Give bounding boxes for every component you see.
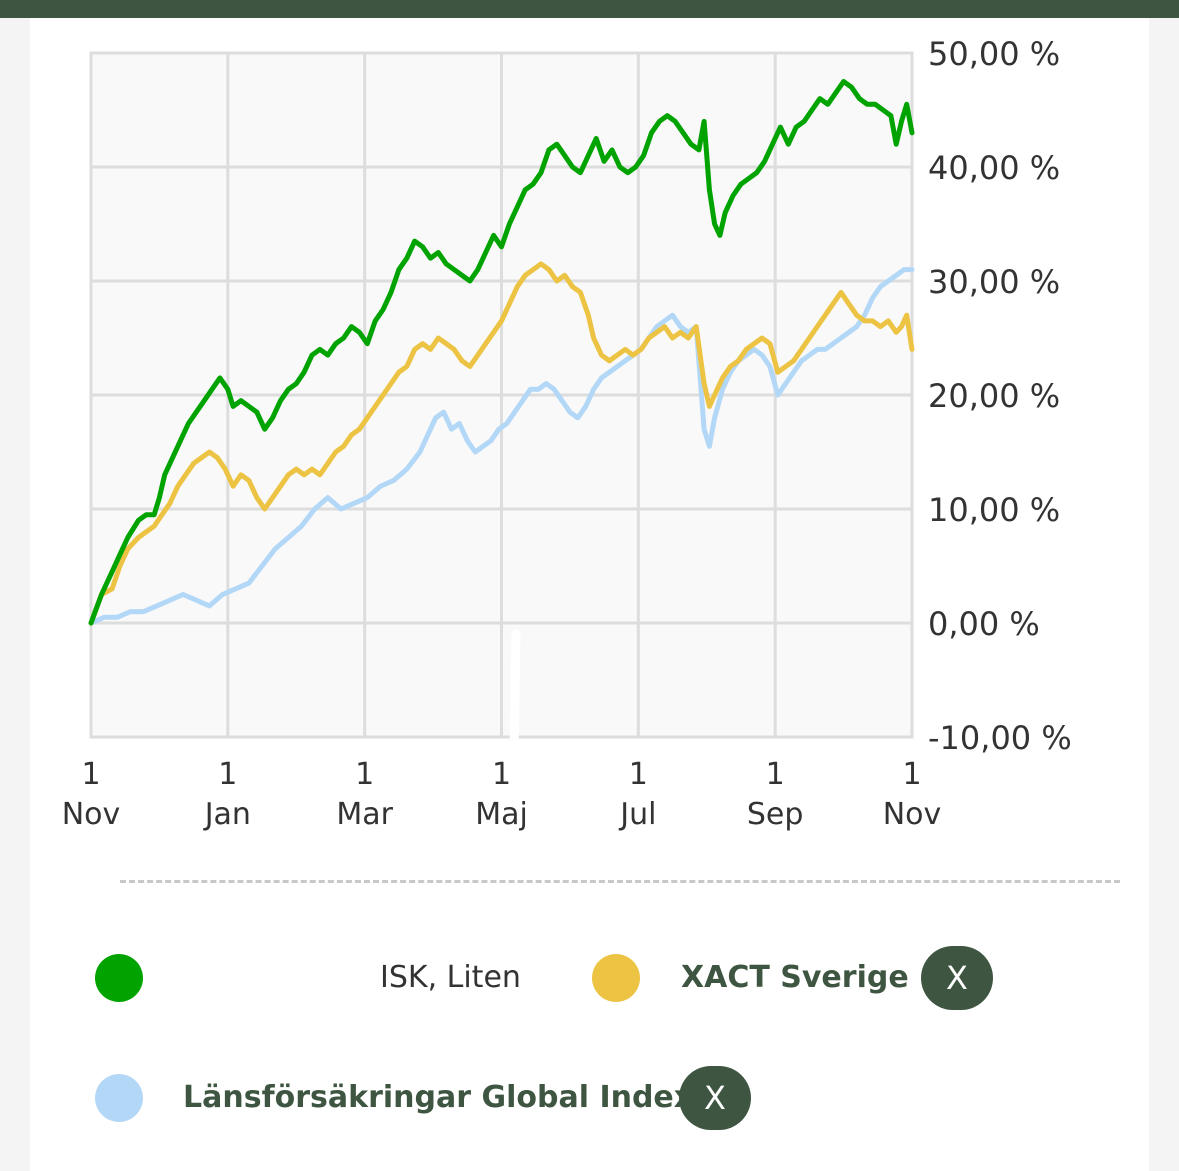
header-bar: [0, 0, 1179, 18]
y-tick-label: 0,00 %: [928, 605, 1040, 643]
x-tick-day: 1: [629, 757, 648, 792]
legend-dot-isk-liten: [95, 954, 143, 1002]
legend-label-xact-sverige: XACT Sverige: [681, 960, 909, 995]
performance-chart: 50,00 % 40,00 % 30,00 % 20,00 % 10,00 % 0,00 …: [62, 35, 1072, 832]
x-tick-month: Mar: [336, 797, 393, 832]
plot-border: [89, 51, 914, 739]
y-tick-label: 30,00 %: [928, 263, 1060, 301]
remove-xact-sverige-button[interactable]: X: [921, 946, 993, 1010]
y-tick-label: 50,00 %: [928, 35, 1060, 73]
x-tick-month: Jul: [618, 797, 656, 832]
legend-label-lansforsakringar-global-index: Länsförsäkringar Global Index: [183, 1080, 694, 1115]
y-tick-label: 20,00 %: [928, 377, 1060, 415]
x-tick-day: 1: [902, 757, 921, 792]
x-tick-month: Jan: [203, 797, 251, 832]
series-line-0: [88, 79, 915, 626]
legend-row-1: ISK, Liten XACT Sverige X: [30, 936, 1149, 1016]
x-tick-month: Nov: [883, 797, 942, 832]
x-tick-day: 1: [766, 757, 785, 792]
y-tick-label: 10,00 %: [928, 491, 1060, 529]
legend-divider: [120, 880, 1120, 883]
legend-dot-xact-sverige: [592, 954, 640, 1002]
x-tick-day: 1: [218, 757, 237, 792]
x-tick-day: 1: [492, 757, 511, 792]
y-tick-label: 40,00 %: [928, 149, 1060, 187]
x-tick-month: Sep: [747, 797, 804, 832]
overlay-mark: [509, 629, 521, 753]
legend-dot-lansforsakringar-global-index: [95, 1074, 143, 1122]
x-tick-month: Nov: [62, 797, 121, 832]
remove-lansforsakringar-global-index-button[interactable]: X: [679, 1066, 751, 1130]
x-tick-day: 1: [81, 757, 100, 792]
legend-row-2: Länsförsäkringar Global Index X: [30, 1056, 1149, 1136]
x-tick-day: 1: [355, 757, 374, 792]
legend-label-isk-liten: ISK, Liten: [380, 960, 521, 995]
x-tick-month: Maj: [475, 797, 528, 832]
chart-card: 50,00 % 40,00 % 30,00 % 20,00 % 10,00 % 0,00 …: [30, 18, 1149, 1171]
series-line-1: [88, 261, 915, 626]
series-line-2: [88, 267, 915, 626]
y-tick-label: -10,00 %: [928, 719, 1072, 757]
